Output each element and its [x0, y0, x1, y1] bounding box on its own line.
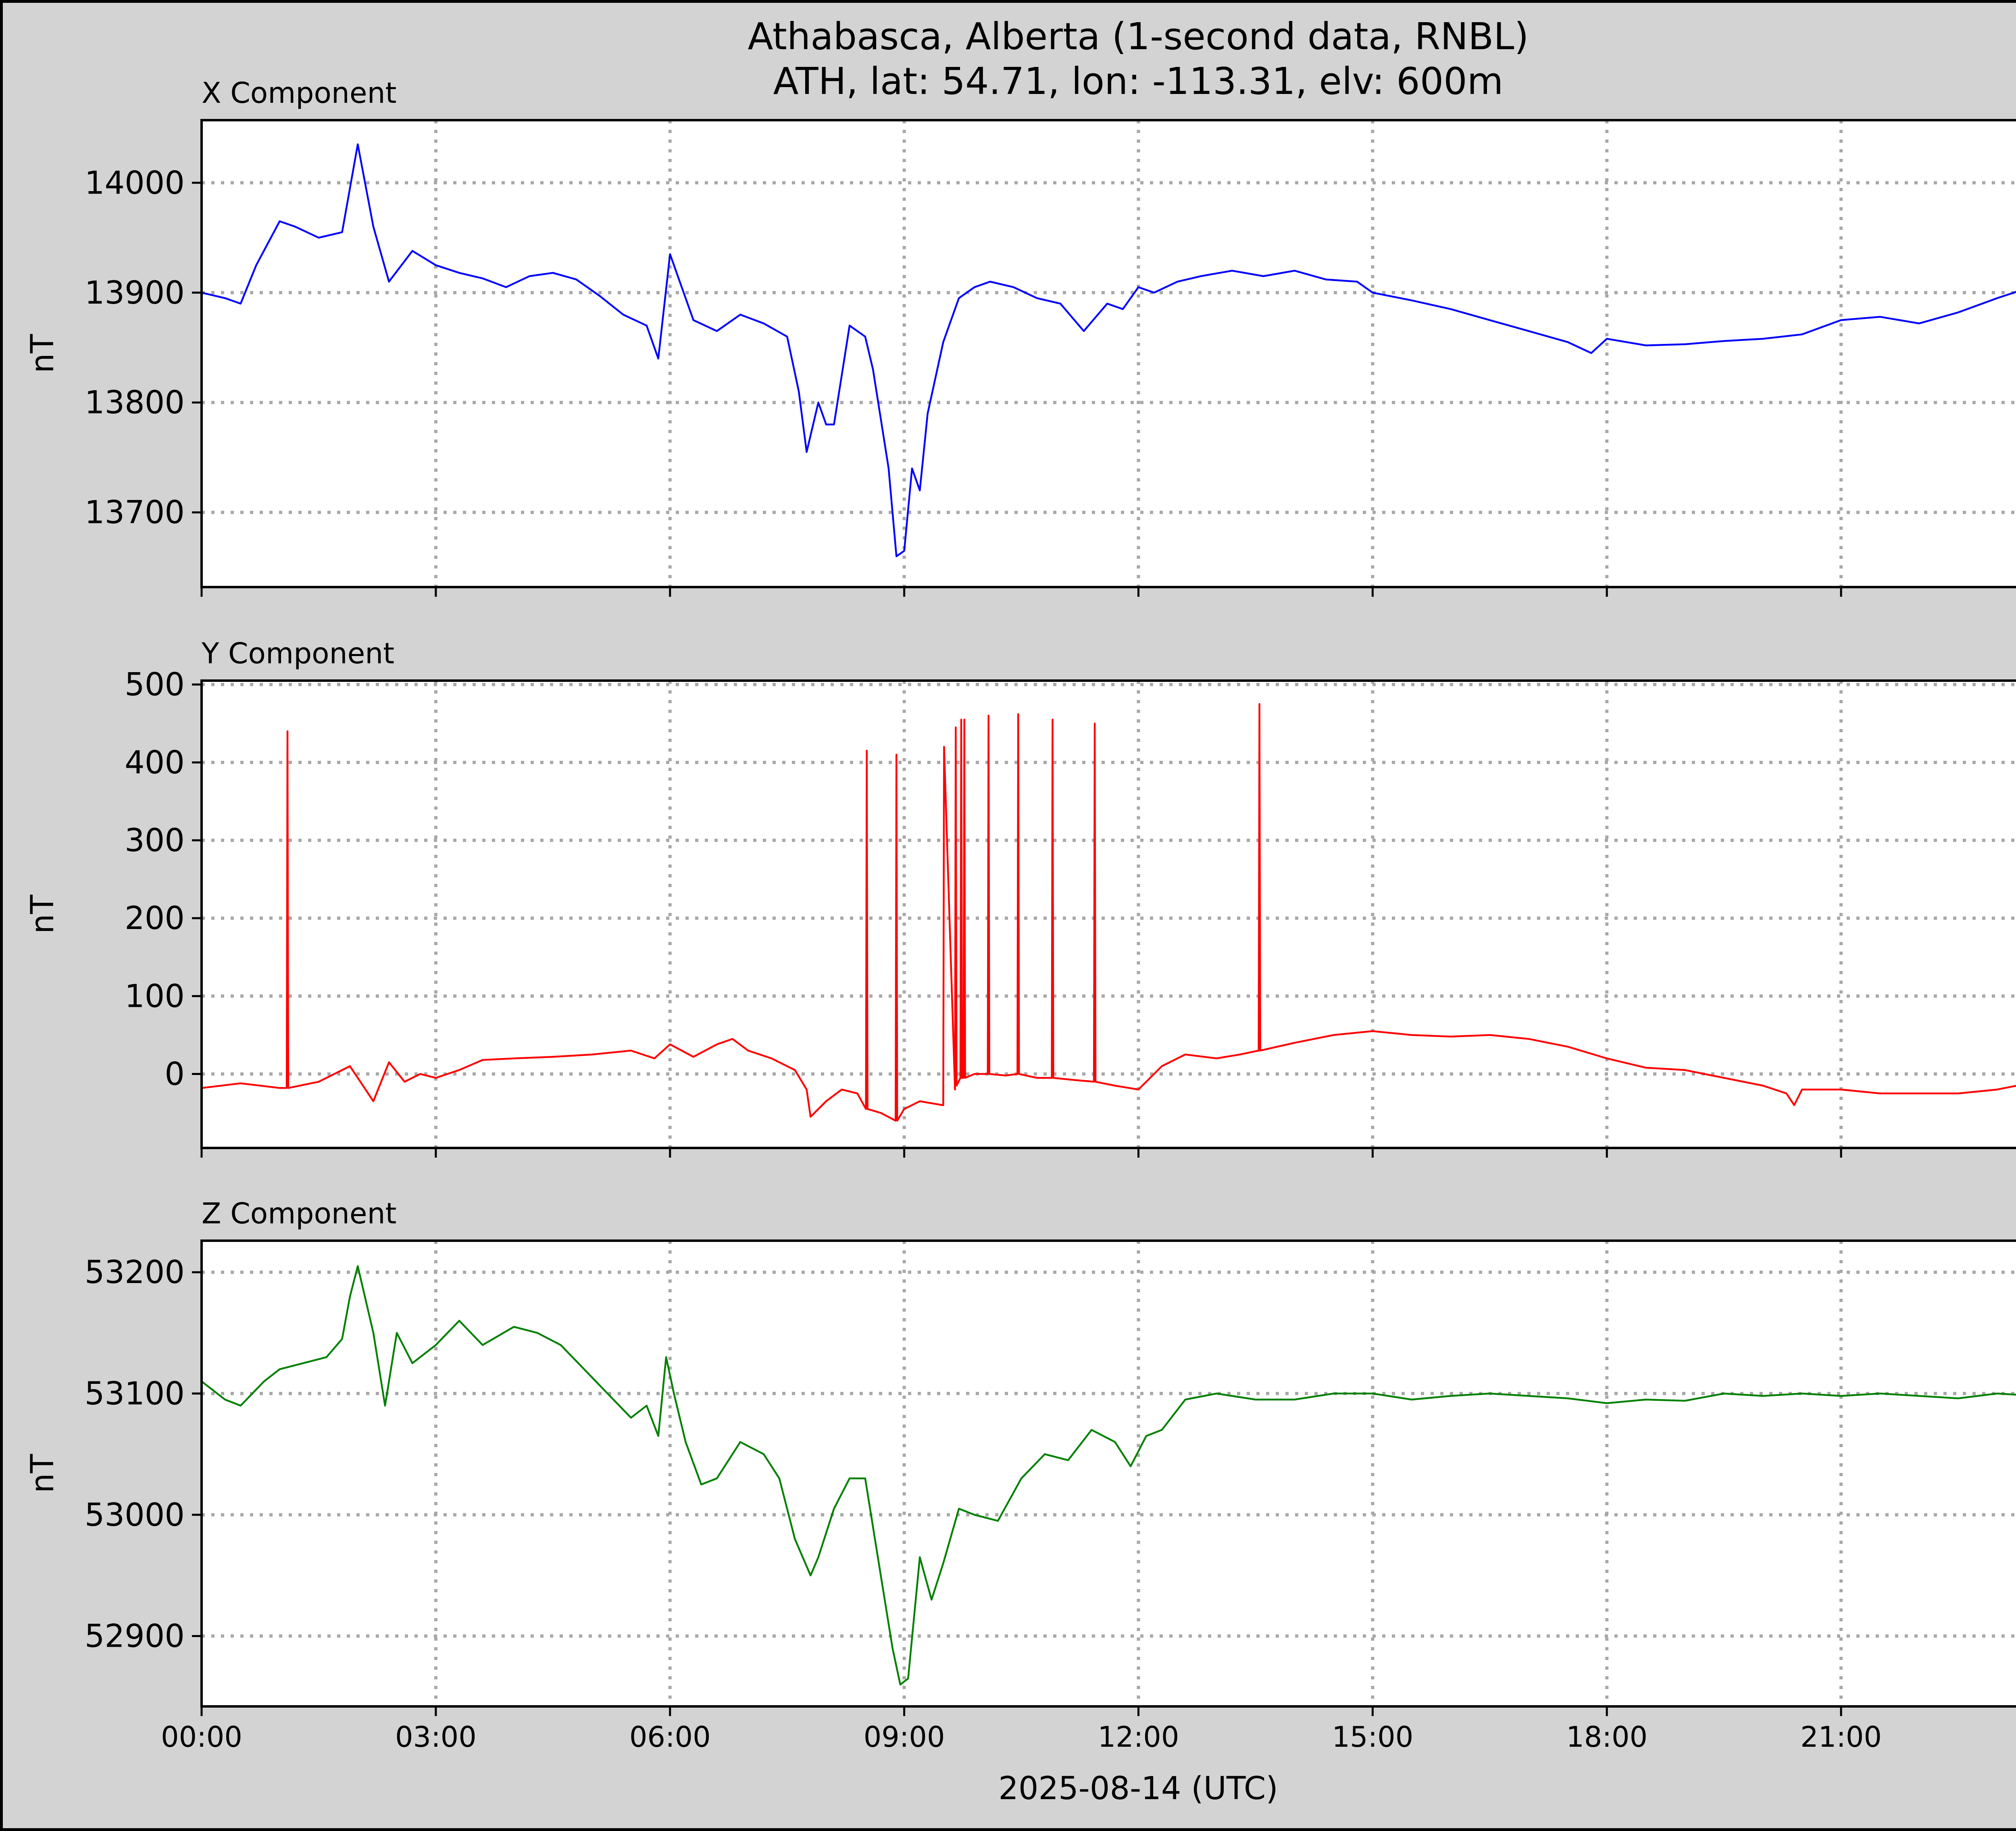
z-y-tick-label: 53100 — [85, 1376, 185, 1412]
panels: 13700 13800 13900 14000 X Component nT 0 100 200… — [25, 76, 2016, 1754]
y-y-tick-label: 0 — [165, 1056, 185, 1092]
x-tick-label: 00:00 — [161, 1721, 242, 1754]
y-y-tick-label: 300 — [125, 823, 185, 859]
x-y-axis-label: nT — [25, 334, 61, 373]
figure-title-line2: ATH, lat: 54.71, lon: -113.31, elv: 600m — [773, 60, 1504, 103]
x-component-panel: 13700 13800 13900 14000 X Component nT — [25, 76, 2016, 597]
z-plot-area — [202, 1241, 2016, 1706]
y-component-series-line — [201, 703, 2016, 1122]
x-y-tick-label: 13800 — [85, 385, 185, 421]
y-y-axis-label: nT — [25, 895, 61, 934]
x-axes-frame — [200, 119, 2016, 588]
x-y-tick-label: 14000 — [85, 165, 185, 201]
x-tick-label: 06:00 — [629, 1721, 711, 1754]
z-y-tick-label: 53000 — [85, 1497, 185, 1533]
y-plot-area — [202, 681, 2016, 1148]
x-tick-label: 15:00 — [1332, 1721, 1414, 1754]
x-component-series-line — [201, 143, 2016, 557]
z-component-title: Z Component — [202, 1197, 396, 1230]
z-y-tick-label: 52900 — [85, 1619, 185, 1655]
y-component-panel: 0 100 200 300 400 500 Y Component nT — [25, 637, 2016, 1158]
x-y-tick-label: 13700 — [85, 495, 185, 531]
x-tick-label: 12:00 — [1098, 1721, 1179, 1754]
y-y-tick-label: 200 — [125, 900, 185, 937]
z-axes-frame — [200, 1239, 2016, 1708]
y-y-tick-label: 500 — [125, 667, 185, 703]
z-y-axis-label: nT — [25, 1454, 61, 1493]
x-tick-label: 09:00 — [864, 1721, 945, 1754]
x-y-tick-label: 13900 — [85, 275, 185, 311]
z-component-series-line — [201, 1265, 2016, 1686]
z-component-panel: 00:00 03:00 06:00 09:00 12:00 15:00 18:00 21:00… — [25, 1197, 2016, 1754]
y-y-tick-label: 100 — [125, 978, 185, 1014]
x-axis-label: 2025-08-14 (UTC) — [998, 1771, 1278, 1807]
x-plot-area — [202, 120, 2016, 587]
x-tick-label: 21:00 — [1800, 1721, 1882, 1754]
x-component-title: X Component — [202, 76, 396, 110]
x-tick-label: 03:00 — [395, 1721, 477, 1754]
y-y-tick-label: 400 — [125, 745, 185, 781]
figure-title-line1: Athabasca, Alberta (1-second data, RNBL) — [748, 15, 1529, 58]
x-tick-label: 18:00 — [1566, 1721, 1647, 1754]
y-axes-frame — [200, 679, 2016, 1149]
z-y-tick-label: 53200 — [85, 1254, 185, 1291]
y-component-title: Y Component — [201, 637, 394, 670]
